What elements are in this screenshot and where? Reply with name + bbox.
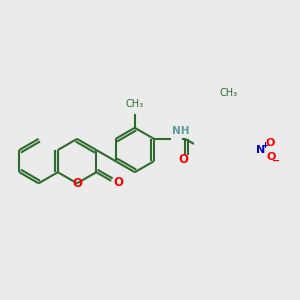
Text: −: − — [272, 156, 280, 166]
Text: NH: NH — [172, 126, 189, 136]
Text: N: N — [256, 145, 266, 155]
Text: O: O — [72, 177, 82, 190]
Text: O: O — [267, 152, 276, 162]
Text: +: + — [262, 141, 268, 150]
Text: O: O — [178, 153, 189, 167]
Text: O: O — [113, 176, 123, 189]
Text: CH₃: CH₃ — [220, 88, 238, 98]
Text: O: O — [266, 138, 275, 148]
Text: CH₃: CH₃ — [126, 99, 144, 109]
